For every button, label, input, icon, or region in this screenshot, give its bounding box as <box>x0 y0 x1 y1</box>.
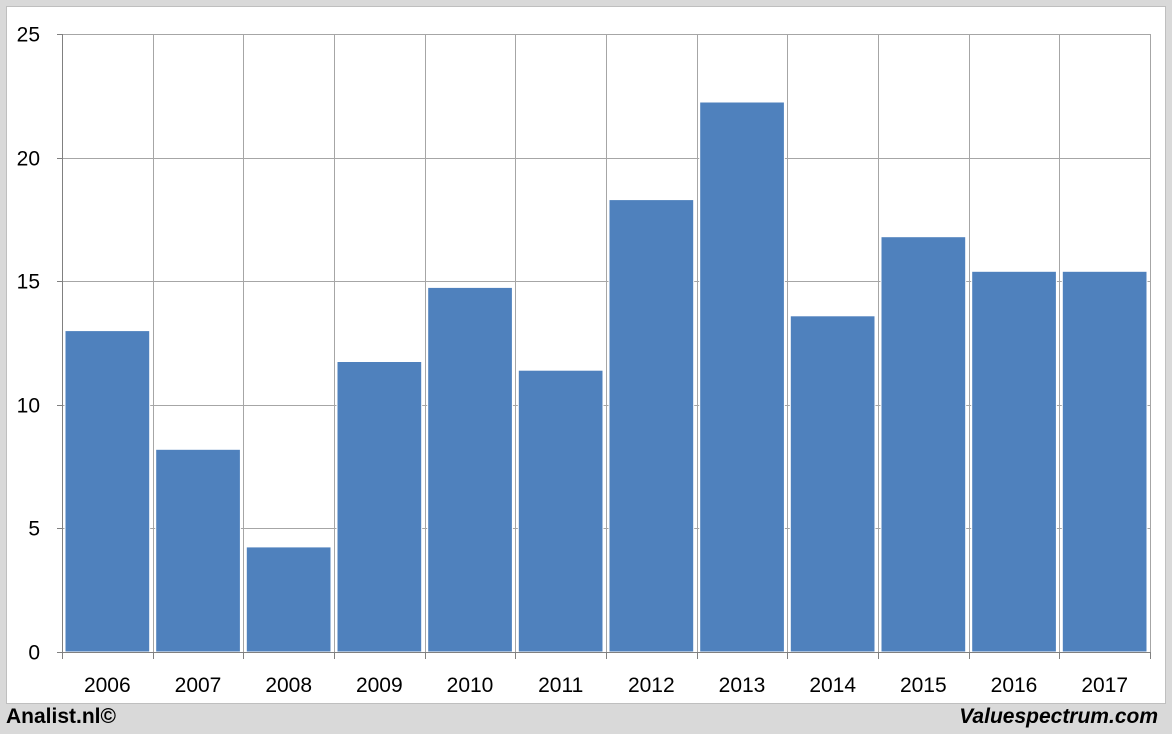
y-tick-label: 10 <box>17 395 40 418</box>
bar-2007 <box>155 448 241 653</box>
x-tick-label: 2009 <box>356 674 403 697</box>
y-tick-label: 20 <box>17 148 40 171</box>
bar-2008 <box>245 546 332 653</box>
x-tick-label: 2016 <box>991 674 1038 697</box>
bar-2011 <box>517 369 604 653</box>
footer-valuespectrum-credit: Valuespectrum.com <box>959 705 1158 728</box>
bar-2017 <box>1061 270 1148 653</box>
x-tick-label: 2011 <box>538 674 583 697</box>
x-tick-label: 2006 <box>84 674 131 697</box>
bar-2006 <box>64 330 151 653</box>
bar-2016 <box>971 270 1057 653</box>
x-tick-label: 2010 <box>447 674 494 697</box>
y-tick-label: 15 <box>17 271 40 294</box>
bar-2015 <box>880 236 967 653</box>
x-tick-label: 2017 <box>1081 674 1128 697</box>
footer-analist-credit: Analist.nl© <box>6 705 116 728</box>
bar-2010 <box>427 286 513 653</box>
y-tick-labels: 0 5 10 15 20 25 <box>17 24 40 665</box>
x-tick-label: 2007 <box>175 674 222 697</box>
bar-2014 <box>789 315 876 653</box>
x-tick-label: 2012 <box>628 674 675 697</box>
x-tick-label: 2015 <box>900 674 947 697</box>
y-tick-label: 25 <box>17 24 40 47</box>
bar-2012 <box>608 199 695 653</box>
bar-2009 <box>336 361 423 653</box>
y-tick-label: 0 <box>28 642 40 665</box>
bar-2013 <box>699 101 785 653</box>
y-tick-label: 5 <box>28 518 40 541</box>
x-tick-labels: 2006 2007 2008 2009 2010 2011 2012 2013 2014 2015… <box>84 674 1128 697</box>
x-tick-label: 2013 <box>719 674 766 697</box>
x-tick-label: 2008 <box>265 674 312 697</box>
axes <box>57 34 1151 659</box>
x-tick-label: 2014 <box>809 674 856 697</box>
bars <box>64 101 1148 653</box>
